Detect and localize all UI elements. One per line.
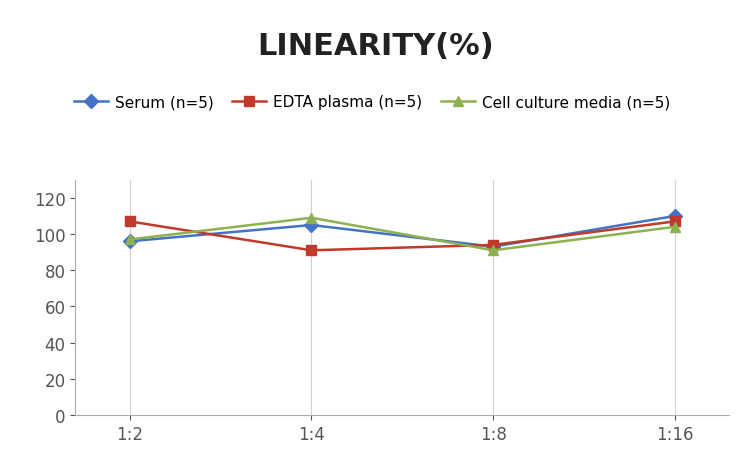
Serum (n=5)	[489, 244, 498, 250]
Serum (n=5)	[307, 223, 316, 228]
Line: EDTA plasma (n=5): EDTA plasma (n=5)	[125, 217, 680, 256]
EDTA plasma (n=5)	[307, 248, 316, 253]
Text: LINEARITY(%): LINEARITY(%)	[258, 32, 494, 60]
Cell culture media (n=5)	[307, 216, 316, 221]
Cell culture media (n=5)	[125, 237, 134, 243]
Line: Serum (n=5): Serum (n=5)	[125, 212, 680, 252]
Cell culture media (n=5)	[671, 225, 680, 230]
Line: Cell culture media (n=5): Cell culture media (n=5)	[125, 213, 680, 256]
Legend: Serum (n=5), EDTA plasma (n=5), Cell culture media (n=5): Serum (n=5), EDTA plasma (n=5), Cell cul…	[68, 89, 677, 116]
Serum (n=5)	[671, 214, 680, 219]
EDTA plasma (n=5)	[671, 219, 680, 225]
Cell culture media (n=5)	[489, 248, 498, 253]
EDTA plasma (n=5)	[489, 243, 498, 248]
EDTA plasma (n=5)	[125, 219, 134, 225]
Serum (n=5)	[125, 239, 134, 244]
